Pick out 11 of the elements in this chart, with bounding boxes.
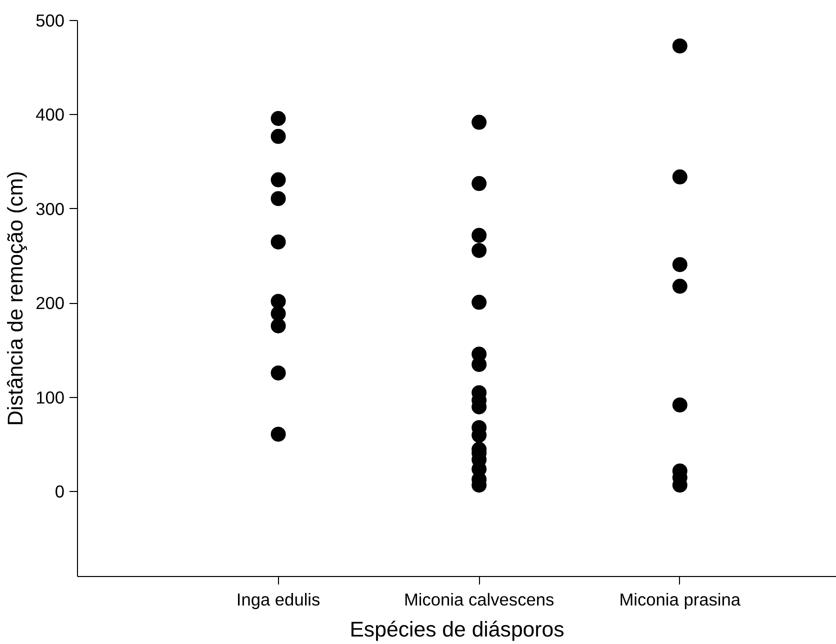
y-tick-label: 100 [36,387,65,408]
y-tick-label: 500 [36,10,65,30]
x-tick-label: Miconia prasina [619,590,741,610]
x-tick-label: Miconia calvescens [404,590,555,610]
y-tick-label: 0 [54,482,65,502]
y-tick-label: 300 [36,198,65,219]
x-axis-title: Espécies de diásporos [350,618,564,642]
y-tick-label: 200 [36,293,65,314]
y-tick-label: 400 [36,104,65,125]
x-tick-label: Inga edulis [236,590,321,610]
y-axis-title: Distância de remoção (cm) [4,171,28,426]
